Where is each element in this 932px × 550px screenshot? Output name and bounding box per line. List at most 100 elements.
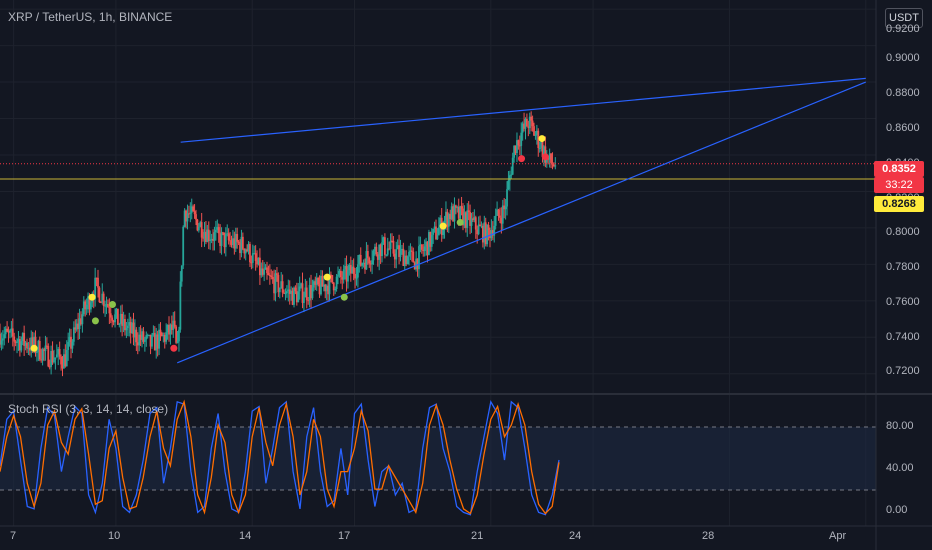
candle-body	[259, 257, 261, 276]
candle-body	[207, 229, 210, 241]
candle-body	[435, 226, 437, 240]
candle-body	[507, 180, 510, 190]
candle-body	[396, 245, 399, 250]
candle-body	[446, 211, 449, 227]
indicator-title[interactable]: Stoch RSI (3, 3, 14, 14, close)	[8, 402, 169, 416]
candle-body	[220, 232, 223, 246]
candle-body	[517, 140, 520, 146]
candle-body	[337, 274, 339, 277]
trendline	[177, 81, 867, 364]
candle-body	[227, 233, 230, 241]
candle-body	[530, 116, 533, 121]
candle-body	[405, 255, 408, 265]
candle-body	[126, 325, 129, 329]
candle-body	[474, 217, 477, 230]
candle-body	[222, 232, 224, 234]
candle-body	[454, 205, 457, 208]
candle-body	[44, 345, 47, 352]
candle-body	[415, 258, 418, 270]
candle-body	[178, 329, 180, 342]
candle-body	[199, 222, 202, 227]
candle-body	[84, 301, 87, 310]
candle-body	[23, 332, 26, 346]
candle-body	[64, 354, 67, 367]
candle-body	[362, 262, 365, 264]
candle-body	[192, 206, 195, 212]
price-label: 0.8600	[886, 122, 920, 134]
candle-body	[345, 266, 348, 282]
trendlines-group[interactable]	[177, 77, 867, 364]
candle-body	[526, 118, 528, 127]
candle-body	[491, 230, 494, 236]
candle-body	[72, 327, 75, 342]
candle-body	[447, 214, 450, 227]
candle-body	[67, 342, 70, 350]
candle-body	[554, 165, 557, 167]
candle-body	[82, 301, 85, 315]
candle-body	[197, 226, 200, 231]
candle-body	[466, 210, 469, 228]
candle-body	[190, 206, 193, 213]
candle-body	[315, 277, 318, 285]
stoch-rsi-k-line	[0, 399, 560, 516]
candle-body	[318, 284, 321, 295]
price-label: 0.7600	[886, 296, 920, 308]
candle-body	[335, 276, 338, 289]
candle-body	[462, 208, 464, 226]
candle-body	[68, 336, 71, 343]
candle-body	[295, 291, 298, 303]
candle-body	[152, 332, 155, 335]
candle-body	[423, 246, 426, 252]
candle-body	[138, 334, 141, 346]
candle-body	[311, 287, 314, 299]
time-label: 10	[108, 530, 121, 542]
candle-body	[70, 336, 72, 349]
candle-body	[13, 336, 16, 342]
rsi-label: 0.00	[886, 504, 908, 516]
candle-body	[322, 284, 325, 287]
candle-body	[395, 249, 398, 260]
candle-body	[195, 214, 197, 220]
signal-dot	[91, 317, 99, 325]
candle-body	[89, 302, 92, 310]
candle-body	[285, 291, 288, 294]
candle-body	[331, 275, 334, 283]
signal-dot	[518, 155, 526, 163]
candle-body	[504, 206, 507, 210]
candle-body	[484, 222, 487, 245]
candle-body	[9, 330, 11, 333]
countdown-tag: 33:22	[874, 177, 924, 193]
candle-body	[541, 141, 544, 158]
symbol-title[interactable]: XRP / TetherUS, 1h, BINANCE	[8, 10, 173, 24]
candle-body	[203, 231, 206, 239]
candle-body	[409, 250, 412, 252]
candle-body	[21, 332, 24, 342]
candle-body	[410, 250, 413, 252]
candle-body	[453, 205, 456, 222]
currency-button[interactable]: USDT	[885, 8, 923, 28]
candle-body	[148, 334, 151, 336]
candle-body	[240, 236, 243, 254]
candle-body	[161, 332, 163, 337]
candle-body	[132, 322, 135, 338]
candle-body	[464, 212, 467, 228]
candle-body	[310, 285, 312, 299]
candle-body	[134, 329, 136, 338]
time-label: 24	[569, 530, 582, 542]
candle-body	[327, 285, 329, 295]
candle-body	[264, 267, 267, 270]
candle-body	[256, 260, 258, 265]
candle-body	[116, 308, 119, 325]
candle-body	[379, 244, 382, 257]
candle-body	[158, 329, 160, 349]
candle-body	[27, 347, 30, 349]
candle-body	[214, 229, 217, 233]
candle-body	[77, 323, 80, 330]
candle-body	[139, 334, 142, 340]
candle-body	[18, 338, 21, 351]
signal-dot	[538, 135, 546, 143]
candle-body	[513, 145, 516, 158]
candle-body	[537, 130, 540, 149]
